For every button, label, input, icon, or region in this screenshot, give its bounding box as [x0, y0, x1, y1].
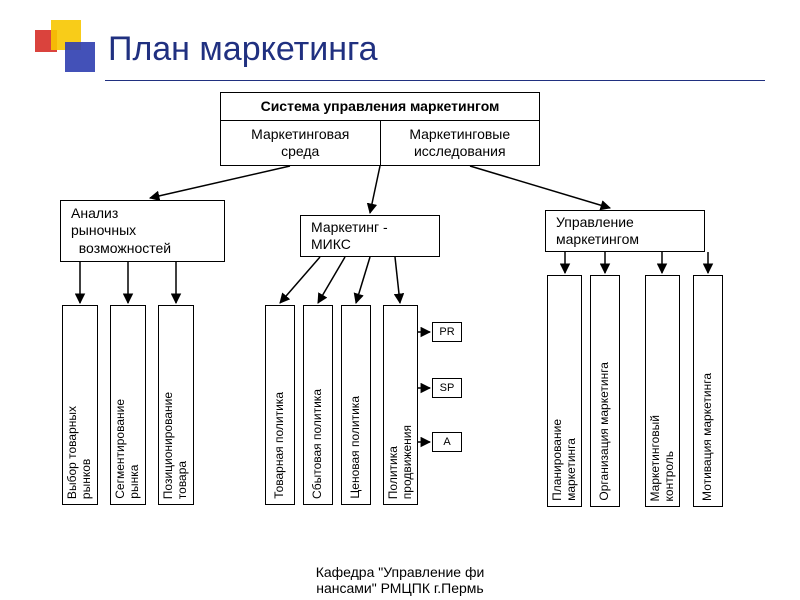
top-system-box: Система управления маркетингом Маркетинг… — [220, 92, 540, 166]
vbox-3: Товарная политика — [265, 305, 295, 505]
vbox-0: Выбор товарных рынков — [62, 305, 98, 505]
top-header: Система управления маркетингом — [221, 93, 539, 121]
mid-manage-box: Управление маркетингом — [545, 210, 705, 252]
page-title: План маркетинга — [108, 30, 378, 69]
vbox-2: Позиционирование товара — [158, 305, 194, 505]
mid-analysis-box: Анализ рыночных возможностей — [60, 200, 225, 262]
vbox-1: Сегментирование рынка — [110, 305, 146, 505]
logo-sq-3 — [65, 42, 95, 72]
promo-mini-pr: PR — [432, 322, 462, 342]
vbox-7: Планирование маркетинга — [547, 275, 582, 507]
vbox-6: Политика продвижения — [383, 305, 418, 505]
promo-mini-sp: SP — [432, 378, 462, 398]
vbox-8: Организация маркетинга — [590, 275, 620, 507]
title-rule — [105, 80, 765, 81]
vbox-9: Маркетинговый контроль — [645, 275, 680, 507]
top-right-cell: Маркетинговые исследования — [381, 121, 540, 165]
logo-squares — [35, 20, 95, 80]
arrows-layer — [0, 0, 800, 600]
mid-mix-box: Маркетинг - МИКС — [300, 215, 440, 257]
vbox-5: Ценовая политика — [341, 305, 371, 505]
vbox-10: Мотивация маркетинга — [693, 275, 723, 507]
footer-text: Кафедра "Управление фи нансами" РМЦПК г.… — [316, 564, 485, 596]
vbox-4: Сбытовая политика — [303, 305, 333, 505]
promo-mini-a: A — [432, 432, 462, 452]
top-left-cell: Маркетинговая среда — [221, 121, 381, 165]
